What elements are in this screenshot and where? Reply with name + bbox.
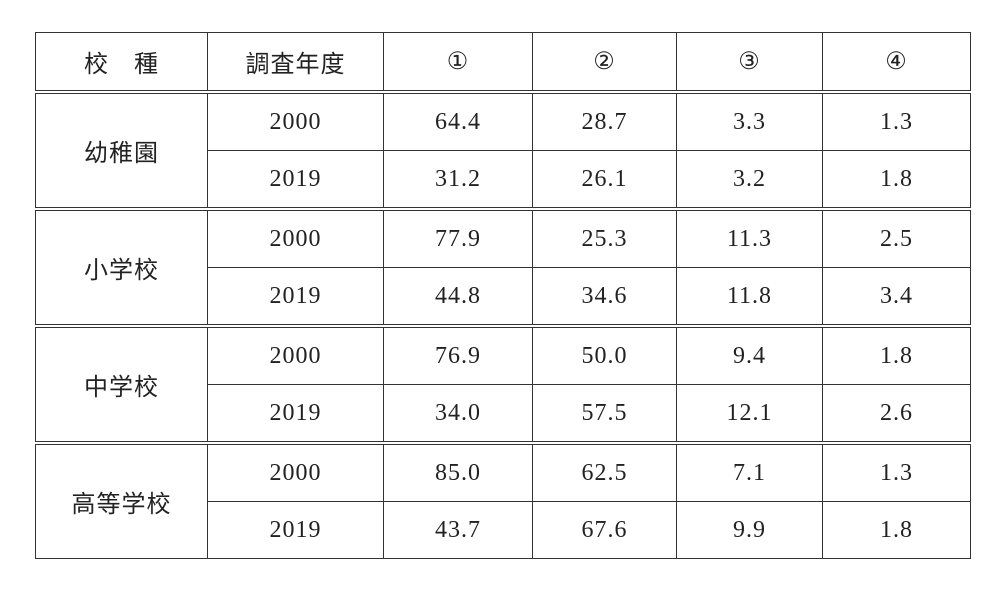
header-cell: 校 種 — [35, 32, 208, 93]
value-cell: 34.0 — [383, 384, 533, 444]
header-cell: ④ — [822, 32, 971, 93]
table-row: 幼稚園 2000 64.4 28.7 3.3 1.3 — [35, 90, 971, 210]
value-cell: 43.7 — [383, 501, 533, 559]
school-cell: 幼稚園 — [35, 90, 208, 210]
value-cell: 77.9 — [383, 207, 533, 268]
value-cell: 44.8 — [383, 267, 533, 327]
value-cell: 1.8 — [822, 501, 971, 559]
year-cell: 2000 — [207, 207, 384, 268]
table-row: 小学校 2000 77.9 25.3 11.3 2.5 — [35, 207, 971, 327]
year-cell: 2000 — [207, 324, 384, 385]
value-cell: 50.0 — [532, 324, 677, 385]
value-cell: 26.1 — [532, 150, 677, 210]
value-cell: 3.3 — [676, 90, 823, 151]
school-cell: 高等学校 — [35, 441, 208, 559]
table-row: 中学校 2000 76.9 50.0 9.4 1.8 — [35, 324, 971, 444]
year-cell: 2019 — [207, 501, 384, 559]
header-row: 校 種調査年度 ① ② ③ ④ — [35, 32, 971, 93]
school-cell: 中学校 — [35, 324, 208, 444]
value-cell: 11.3 — [676, 207, 823, 268]
value-cell: 76.9 — [383, 324, 533, 385]
value-cell: 12.1 — [676, 384, 823, 444]
year-cell: 2000 — [207, 90, 384, 151]
value-cell: 67.6 — [532, 501, 677, 559]
value-cell: 28.7 — [532, 90, 677, 151]
header-cell: 調査年度 — [207, 32, 384, 93]
year-cell: 2019 — [207, 267, 384, 327]
value-cell: 3.2 — [676, 150, 823, 210]
value-cell: 64.4 — [383, 90, 533, 151]
year-cell: 2019 — [207, 384, 384, 444]
value-cell: 1.8 — [822, 150, 971, 210]
value-cell: 57.5 — [532, 384, 677, 444]
value-cell: 62.5 — [532, 441, 677, 502]
year-cell: 2019 — [207, 150, 384, 210]
value-cell: 1.3 — [822, 90, 971, 151]
value-cell: 2.5 — [822, 207, 971, 268]
table-row: 2019 44.8 34.6 11.8 3.4 — [36, 267, 971, 327]
data-table: 校 種調査年度 ① ② ③ ④ 幼稚園 2000 64.4 28.7 3.3 1.3 2019 31.… — [35, 32, 971, 559]
school-cell: 小学校 — [35, 207, 208, 327]
value-cell: 9.4 — [676, 324, 823, 385]
value-cell: 11.8 — [676, 267, 823, 327]
value-cell: 2.6 — [822, 384, 971, 444]
value-cell: 1.3 — [822, 441, 971, 502]
table-header: 校 種調査年度 ① ② ③ ④ — [35, 32, 971, 93]
header-cell: ① — [383, 32, 533, 93]
value-cell: 85.0 — [383, 441, 533, 502]
table-row: 2019 43.7 67.6 9.9 1.8 — [36, 501, 971, 559]
value-cell: 3.4 — [822, 267, 971, 327]
header-cell: ③ — [676, 32, 823, 93]
table-row: 高等学校 2000 85.0 62.5 7.1 1.3 — [35, 441, 971, 559]
value-cell: 34.6 — [532, 267, 677, 327]
year-cell: 2000 — [207, 441, 384, 502]
header-cell: ② — [532, 32, 677, 93]
value-cell: 31.2 — [383, 150, 533, 210]
table-body: 幼稚園 2000 64.4 28.7 3.3 1.3 2019 31.2 26.1 3.2 1.8 小… — [35, 90, 971, 559]
value-cell: 1.8 — [822, 324, 971, 385]
value-cell: 7.1 — [676, 441, 823, 502]
value-cell: 9.9 — [676, 501, 823, 559]
value-cell: 25.3 — [532, 207, 677, 268]
table-row: 2019 34.0 57.5 12.1 2.6 — [36, 384, 971, 444]
